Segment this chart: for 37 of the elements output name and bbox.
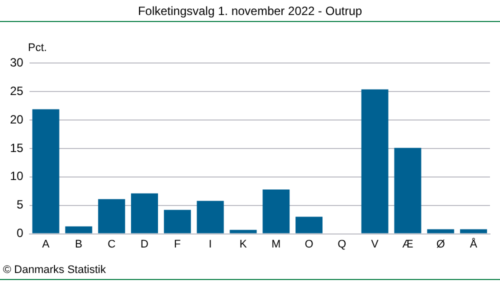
bar xyxy=(394,148,422,234)
x-tick-label: A xyxy=(42,238,50,250)
x-tick-label: Æ xyxy=(402,238,414,250)
x-tick-label: I xyxy=(208,238,212,250)
bar xyxy=(131,193,158,234)
y-tick-label: 15 xyxy=(10,140,24,155)
bar xyxy=(296,216,323,234)
y-tick-label: 25 xyxy=(10,84,24,98)
bar xyxy=(361,89,388,234)
bar xyxy=(98,199,126,234)
x-tick-label: Å xyxy=(470,237,478,250)
y-tick-label: 30 xyxy=(10,56,24,70)
bar xyxy=(164,210,191,234)
text: © Danmarks Statistik xyxy=(3,264,106,276)
x-tick-label: B xyxy=(75,238,82,250)
x-tick-label: K xyxy=(240,238,248,250)
y-tick-label: 5 xyxy=(16,198,24,212)
x-tick-label: Q xyxy=(338,238,347,250)
bar xyxy=(460,229,488,234)
x-tick-label: F xyxy=(174,238,182,250)
x-tick-label: C xyxy=(108,238,116,250)
bar xyxy=(196,200,224,234)
bar xyxy=(230,230,257,234)
x-tick-label: M xyxy=(272,238,281,250)
y-tick-label: 20 xyxy=(10,112,24,126)
x-tick-label: O xyxy=(304,238,314,250)
x-tick-label: V xyxy=(371,238,380,250)
y-axis-title: Pct. xyxy=(28,42,47,54)
bar xyxy=(427,229,454,234)
bar xyxy=(32,109,60,234)
x-tick-label: D xyxy=(140,238,149,250)
y-tick-label: 0 xyxy=(16,226,24,240)
bar xyxy=(262,189,290,234)
y-tick-label: 10 xyxy=(10,169,24,184)
chart-title: Folketingsvalg 1. november 2022 - Outrup xyxy=(136,4,364,18)
x-tick-label: Ø xyxy=(436,238,446,250)
bar xyxy=(65,226,92,234)
